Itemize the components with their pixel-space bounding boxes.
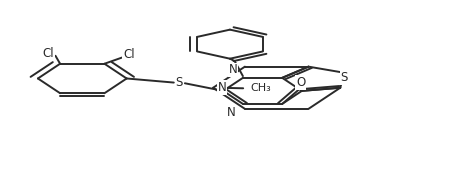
Text: N: N — [229, 63, 237, 76]
Text: S: S — [176, 76, 183, 89]
Text: Cl: Cl — [43, 47, 54, 60]
Text: N: N — [227, 106, 235, 119]
Text: N: N — [218, 81, 226, 94]
Text: CH₃: CH₃ — [251, 83, 271, 93]
Text: Cl: Cl — [123, 48, 135, 61]
Text: O: O — [296, 76, 306, 89]
Text: S: S — [341, 71, 348, 84]
